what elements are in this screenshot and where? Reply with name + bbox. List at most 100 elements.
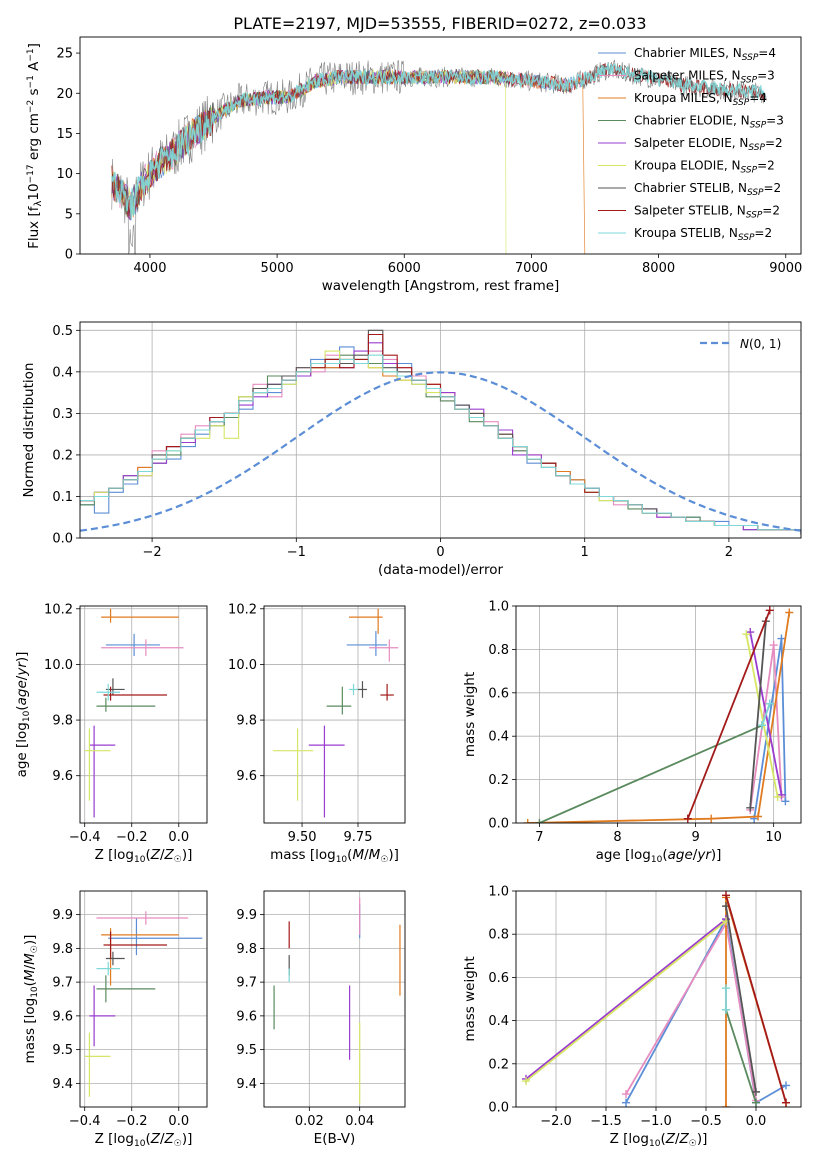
y-tick-label: 9.8: [236, 942, 257, 957]
x-tick-label: 8000: [642, 261, 675, 276]
marker: [754, 812, 763, 821]
plot-area: [272, 608, 399, 818]
x-tick-label: −1.5: [590, 1114, 622, 1129]
panel-mass_vs_Z: −0.4 −0.2 0.0 9.4 9.5 9.6 9.7 9.8 9.9 Z [log10(Z/…: [22, 890, 208, 1149]
y-tick-label: 9.8: [52, 714, 73, 729]
errorbar-salpeter-miles: [369, 639, 399, 662]
x-tick-label: −2: [143, 545, 162, 560]
errorbar-chabrier-elodie: [96, 975, 156, 1003]
x-tick-label: 8: [613, 830, 621, 845]
errorbar-salpeter-miles: [96, 911, 189, 925]
x-axis-label: (data-model)/error: [378, 562, 504, 578]
x-tick-label: −0.5: [690, 1114, 722, 1129]
errorbar-chabrier-miles: [105, 633, 160, 657]
y-tick-label: 0.0: [52, 532, 73, 547]
y-tick-label: 10.2: [44, 602, 73, 617]
errorbar-chabrier-stelib: [105, 951, 125, 966]
panel-residuals: −2 −1 0 1 2 0.0 0.1 0.2 0.3 0.4 0.5 (data-model)/er…: [21, 321, 802, 578]
marker: [777, 634, 786, 643]
weight-series-kroupa-stelib: [757, 699, 774, 730]
gaussian-curve: [80, 371, 801, 532]
marker: [622, 1098, 630, 1107]
x-tick-label: −0.4: [69, 1114, 101, 1129]
x-tick-label: 9.50: [288, 830, 317, 845]
y-tick-label: 0: [65, 248, 73, 263]
x-axis-label: Z [log10(Z/Z☉)]: [610, 1131, 708, 1149]
marker: [622, 1090, 630, 1099]
marker: [752, 1098, 760, 1107]
legend-label: Kroupa STELIB, NSSP=2: [634, 226, 772, 243]
axes-frame: [79, 890, 208, 1108]
y-tick-label: 0.3: [52, 407, 73, 422]
marker: [722, 891, 730, 900]
axes-frame: [515, 605, 802, 824]
weight-series-chabrier-elodie: [535, 699, 774, 823]
x-axis-label: mass [log10(M/M☉)]: [270, 847, 399, 865]
y-tick-label: 0.1: [52, 490, 73, 505]
marker: [707, 814, 716, 823]
y-axis-label: Flux [fλ10−17 erg cm−2 s−1 A−1]: [26, 43, 44, 249]
marker: [785, 608, 794, 617]
marker: [746, 803, 755, 812]
y-tick-label: 0.8: [488, 643, 509, 658]
errorbar-salpeter-stelib: [103, 931, 168, 959]
legend-label: Salpeter ELODIE, NSSP=2: [634, 136, 783, 153]
x-tick-label: 7: [535, 830, 543, 845]
marker: [765, 699, 774, 708]
errorbar-kroupa-elodie: [272, 728, 314, 801]
y-tick-label: 9.6: [236, 769, 257, 784]
y-tick-label: 9.8: [236, 714, 257, 729]
errorbar-chabrier-elodie: [326, 686, 352, 715]
y-tick-label: 0.0: [488, 817, 509, 832]
marker: [757, 721, 766, 730]
y-tick-label: 10: [56, 167, 73, 182]
panels: 4000 5000 6000 7000 8000 90000510152025wavele…: [14, 36, 802, 1149]
histogram-chabrier-elodie: [80, 354, 801, 535]
x-axis-label: Z [log10(Z/Z☉)]: [95, 847, 193, 865]
weight-series-kroupa-miles: [523, 608, 794, 823]
axes-frame: [515, 890, 802, 1108]
x-tick-label: 9000: [769, 261, 802, 276]
plot-area: [523, 606, 794, 823]
marker: [782, 1081, 790, 1090]
observed-spectrum: [111, 59, 767, 254]
errorbar-kroupa-stelib: [96, 683, 120, 701]
y-axis-label: age [log10(age/yr)]: [14, 652, 32, 778]
errorbar-salpeter-miles: [101, 639, 184, 657]
weight-series-chabrier-stelib: [722, 902, 760, 1096]
y-tick-label: 9.4: [52, 1077, 73, 1092]
marker: [752, 1087, 760, 1096]
y-tick-label: 9.8: [52, 942, 73, 957]
errorbar-salpeter-stelib: [380, 683, 394, 701]
marker: [773, 792, 782, 801]
errorbar-kroupa-elodie: [84, 728, 111, 801]
x-tick-label: 0.0: [746, 1114, 767, 1129]
y-tick-label: 0.2: [488, 773, 509, 788]
y-tick-label: 1.0: [488, 885, 509, 900]
plot-area: [84, 911, 203, 1097]
x-axis-label: E(B-V): [314, 1131, 356, 1147]
legend-label: N(0, 1): [740, 337, 781, 351]
x-tick-label: 6000: [388, 261, 421, 276]
panel-age_vs_mass: 9.50 9.75 9.6 9.8 10.0 10.2 mass [log10(M/M☉)]: [228, 602, 406, 865]
x-tick-label: 0.02: [295, 1114, 324, 1129]
y-tick-label: 9.4: [236, 1077, 257, 1092]
x-tick-label: 0.04: [345, 1114, 374, 1129]
y-tick-label: 9.9: [236, 908, 257, 923]
y-tick-label: 0.4: [52, 365, 73, 380]
histogram-chabrier-miles: [80, 346, 801, 531]
y-tick-label: 9.6: [236, 1009, 257, 1024]
errorbar-chabrier-miles: [108, 918, 203, 956]
marker: [523, 819, 532, 823]
x-tick-label: 0.0: [168, 830, 189, 845]
plot-area: [111, 59, 767, 254]
panel-massweight_vs_Z: −2.0 −1.5 −1.0 −0.5 0.0 0.0 0.2 0.4 0.6 0.8 1.0 mas…: [462, 885, 802, 1149]
histogram-kroupa-stelib: [80, 354, 801, 535]
y-tick-label: 9.5: [236, 1043, 257, 1058]
model-spectrum-kroupa-miles: [111, 69, 586, 254]
y-tick-label: 25: [56, 47, 73, 62]
weight-series-kroupa-elodie: [522, 917, 730, 1086]
errorbar-salpeter-elodie: [89, 725, 116, 818]
x-tick-label: −0.2: [116, 830, 148, 845]
errorbar-kroupa-miles: [101, 608, 179, 623]
